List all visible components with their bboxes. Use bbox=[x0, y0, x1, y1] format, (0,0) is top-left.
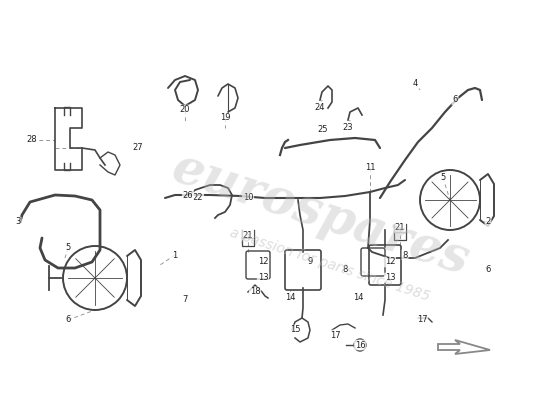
Text: 5: 5 bbox=[65, 244, 70, 252]
Text: 3: 3 bbox=[15, 218, 21, 226]
Text: 28: 28 bbox=[27, 136, 37, 144]
Text: 6: 6 bbox=[452, 96, 458, 104]
Text: 4: 4 bbox=[412, 78, 417, 88]
Text: 20: 20 bbox=[180, 106, 190, 114]
Text: 24: 24 bbox=[315, 104, 325, 112]
Text: 8: 8 bbox=[342, 266, 348, 274]
Text: 12: 12 bbox=[385, 258, 395, 266]
Text: 13: 13 bbox=[384, 274, 395, 282]
Text: 8: 8 bbox=[402, 250, 408, 260]
Text: 9: 9 bbox=[307, 258, 312, 266]
Text: 19: 19 bbox=[220, 114, 230, 122]
Text: eurospares: eurospares bbox=[165, 144, 475, 286]
Text: 25: 25 bbox=[318, 126, 328, 134]
Text: a passion for parts since 1985: a passion for parts since 1985 bbox=[228, 226, 432, 304]
Text: 1: 1 bbox=[172, 250, 178, 260]
Text: 14: 14 bbox=[285, 294, 295, 302]
Text: 7: 7 bbox=[182, 296, 188, 304]
Text: 12: 12 bbox=[258, 258, 268, 266]
Text: 17: 17 bbox=[417, 316, 427, 324]
Text: 26: 26 bbox=[183, 190, 193, 200]
Text: 6: 6 bbox=[65, 316, 71, 324]
Text: 21: 21 bbox=[243, 230, 253, 240]
Text: 6: 6 bbox=[485, 266, 491, 274]
Text: 15: 15 bbox=[290, 326, 300, 334]
Text: 10: 10 bbox=[243, 194, 253, 202]
Text: 23: 23 bbox=[343, 124, 353, 132]
Text: 11: 11 bbox=[365, 164, 375, 172]
Text: 13: 13 bbox=[258, 274, 268, 282]
Text: 16: 16 bbox=[355, 340, 365, 350]
Text: 27: 27 bbox=[133, 144, 144, 152]
Text: 14: 14 bbox=[353, 294, 363, 302]
Text: 17: 17 bbox=[329, 330, 340, 340]
Text: 5: 5 bbox=[441, 174, 446, 182]
Text: 2: 2 bbox=[485, 218, 491, 226]
Text: 22: 22 bbox=[192, 194, 204, 202]
Text: 21: 21 bbox=[395, 224, 405, 232]
Text: 18: 18 bbox=[250, 288, 260, 296]
